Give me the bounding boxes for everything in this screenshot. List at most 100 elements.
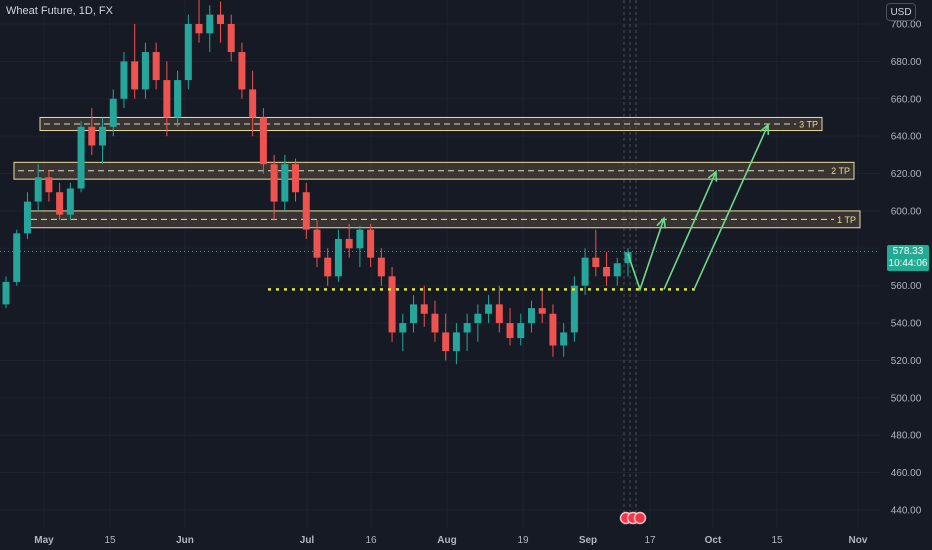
candle-body: [99, 126, 107, 146]
candle: [77, 121, 85, 193]
y-tick-label: 500.00: [891, 393, 922, 404]
candle-body: [66, 188, 74, 215]
x-tick-label: Sep: [579, 535, 597, 546]
candle: [249, 70, 257, 137]
candle-body: [538, 308, 546, 314]
candle-body: [238, 52, 246, 90]
tp-zone: [39, 116, 823, 132]
candle: [2, 276, 10, 309]
arrow-head: [759, 123, 770, 135]
candle-body: [206, 14, 214, 34]
x-tick-label: Aug: [437, 535, 456, 546]
candle: [506, 308, 514, 346]
x-tick-label: 16: [365, 535, 377, 546]
last-price-value: 578.33: [892, 246, 924, 257]
candle-body: [613, 263, 621, 277]
candle-body: [452, 332, 460, 352]
candle-body: [592, 257, 600, 267]
y-tick-label: 560.00: [891, 281, 922, 292]
candle: [613, 257, 621, 286]
candle-body: [302, 192, 310, 230]
candle-body: [216, 14, 224, 24]
candle: [356, 225, 364, 267]
candle-body: [88, 126, 96, 146]
candle: [560, 323, 568, 357]
x-tick-label: 17: [644, 535, 656, 546]
x-tick-label: Jun: [176, 535, 194, 546]
tp-label: 1 TP: [837, 215, 856, 225]
grid-lines: [0, 0, 880, 528]
candle: [109, 89, 117, 137]
candle-body: [624, 252, 632, 264]
candle-body: [377, 257, 385, 277]
y-tick-label: 660.00: [891, 94, 922, 105]
candle-body: [442, 332, 450, 352]
projection-arrow: [627, 218, 665, 292]
candle-body: [109, 98, 117, 127]
candle: [206, 5, 214, 53]
y-tick-label: 480.00: [891, 431, 922, 442]
candle-body: [152, 52, 160, 81]
candle: [570, 276, 578, 342]
y-tick-label: 640.00: [891, 132, 922, 143]
y-tick-label: 540.00: [891, 319, 922, 330]
candle-body: [431, 313, 439, 333]
candle-body: [334, 238, 342, 277]
y-tick-label: 520.00: [891, 356, 922, 367]
candle: [517, 313, 525, 346]
candle-body: [474, 313, 482, 324]
candle: [474, 304, 482, 342]
candle: [452, 323, 460, 365]
last-price-tag: 578.33 10:44:06: [887, 245, 929, 271]
candle-body: [227, 24, 235, 53]
candle: [238, 42, 246, 99]
candle: [216, 1, 224, 43]
candle: [549, 304, 557, 357]
candle-body: [388, 276, 396, 333]
candle: [270, 154, 278, 221]
candle-body: [527, 308, 535, 324]
candle-body: [45, 177, 53, 193]
candle: [313, 220, 321, 267]
candle: [23, 192, 31, 239]
candle: [302, 182, 310, 239]
candle-body: [560, 332, 568, 346]
y-tick-label: 620.00: [891, 169, 922, 180]
candle-body: [420, 304, 428, 314]
candle: [399, 313, 407, 352]
candle: [603, 252, 611, 286]
candle-body: [506, 323, 514, 339]
currency-button[interactable]: USD: [886, 3, 916, 21]
candles: [2, 0, 632, 365]
candle: [66, 182, 74, 221]
candle-body: [195, 24, 203, 34]
candle-body: [581, 257, 589, 286]
y-tick-label: 700.00: [891, 20, 922, 31]
y-tick-label: 440.00: [891, 506, 922, 517]
candle-body: [77, 126, 85, 189]
y-tick-label: 600.00: [891, 206, 922, 217]
candle-body: [23, 201, 31, 234]
candle: [377, 248, 385, 286]
candle: [624, 248, 632, 277]
candle: [527, 300, 535, 333]
candle: [388, 267, 396, 342]
candle: [581, 248, 589, 296]
candle: [141, 42, 149, 99]
x-tick-label: Nov: [849, 535, 868, 546]
candle: [324, 248, 332, 286]
candle: [592, 229, 600, 277]
projection-arrow: [663, 171, 717, 290]
candle-body: [184, 24, 192, 81]
candle: [345, 224, 353, 258]
candle: [431, 300, 439, 342]
event-marker-icon: [633, 511, 647, 525]
candle-body: [131, 61, 139, 90]
candle: [367, 224, 375, 267]
candle: [45, 169, 53, 202]
candle-body: [345, 238, 353, 249]
candle-body: [270, 164, 278, 202]
candle-body: [603, 267, 611, 277]
candle-body: [495, 304, 503, 324]
candle: [463, 313, 471, 352]
